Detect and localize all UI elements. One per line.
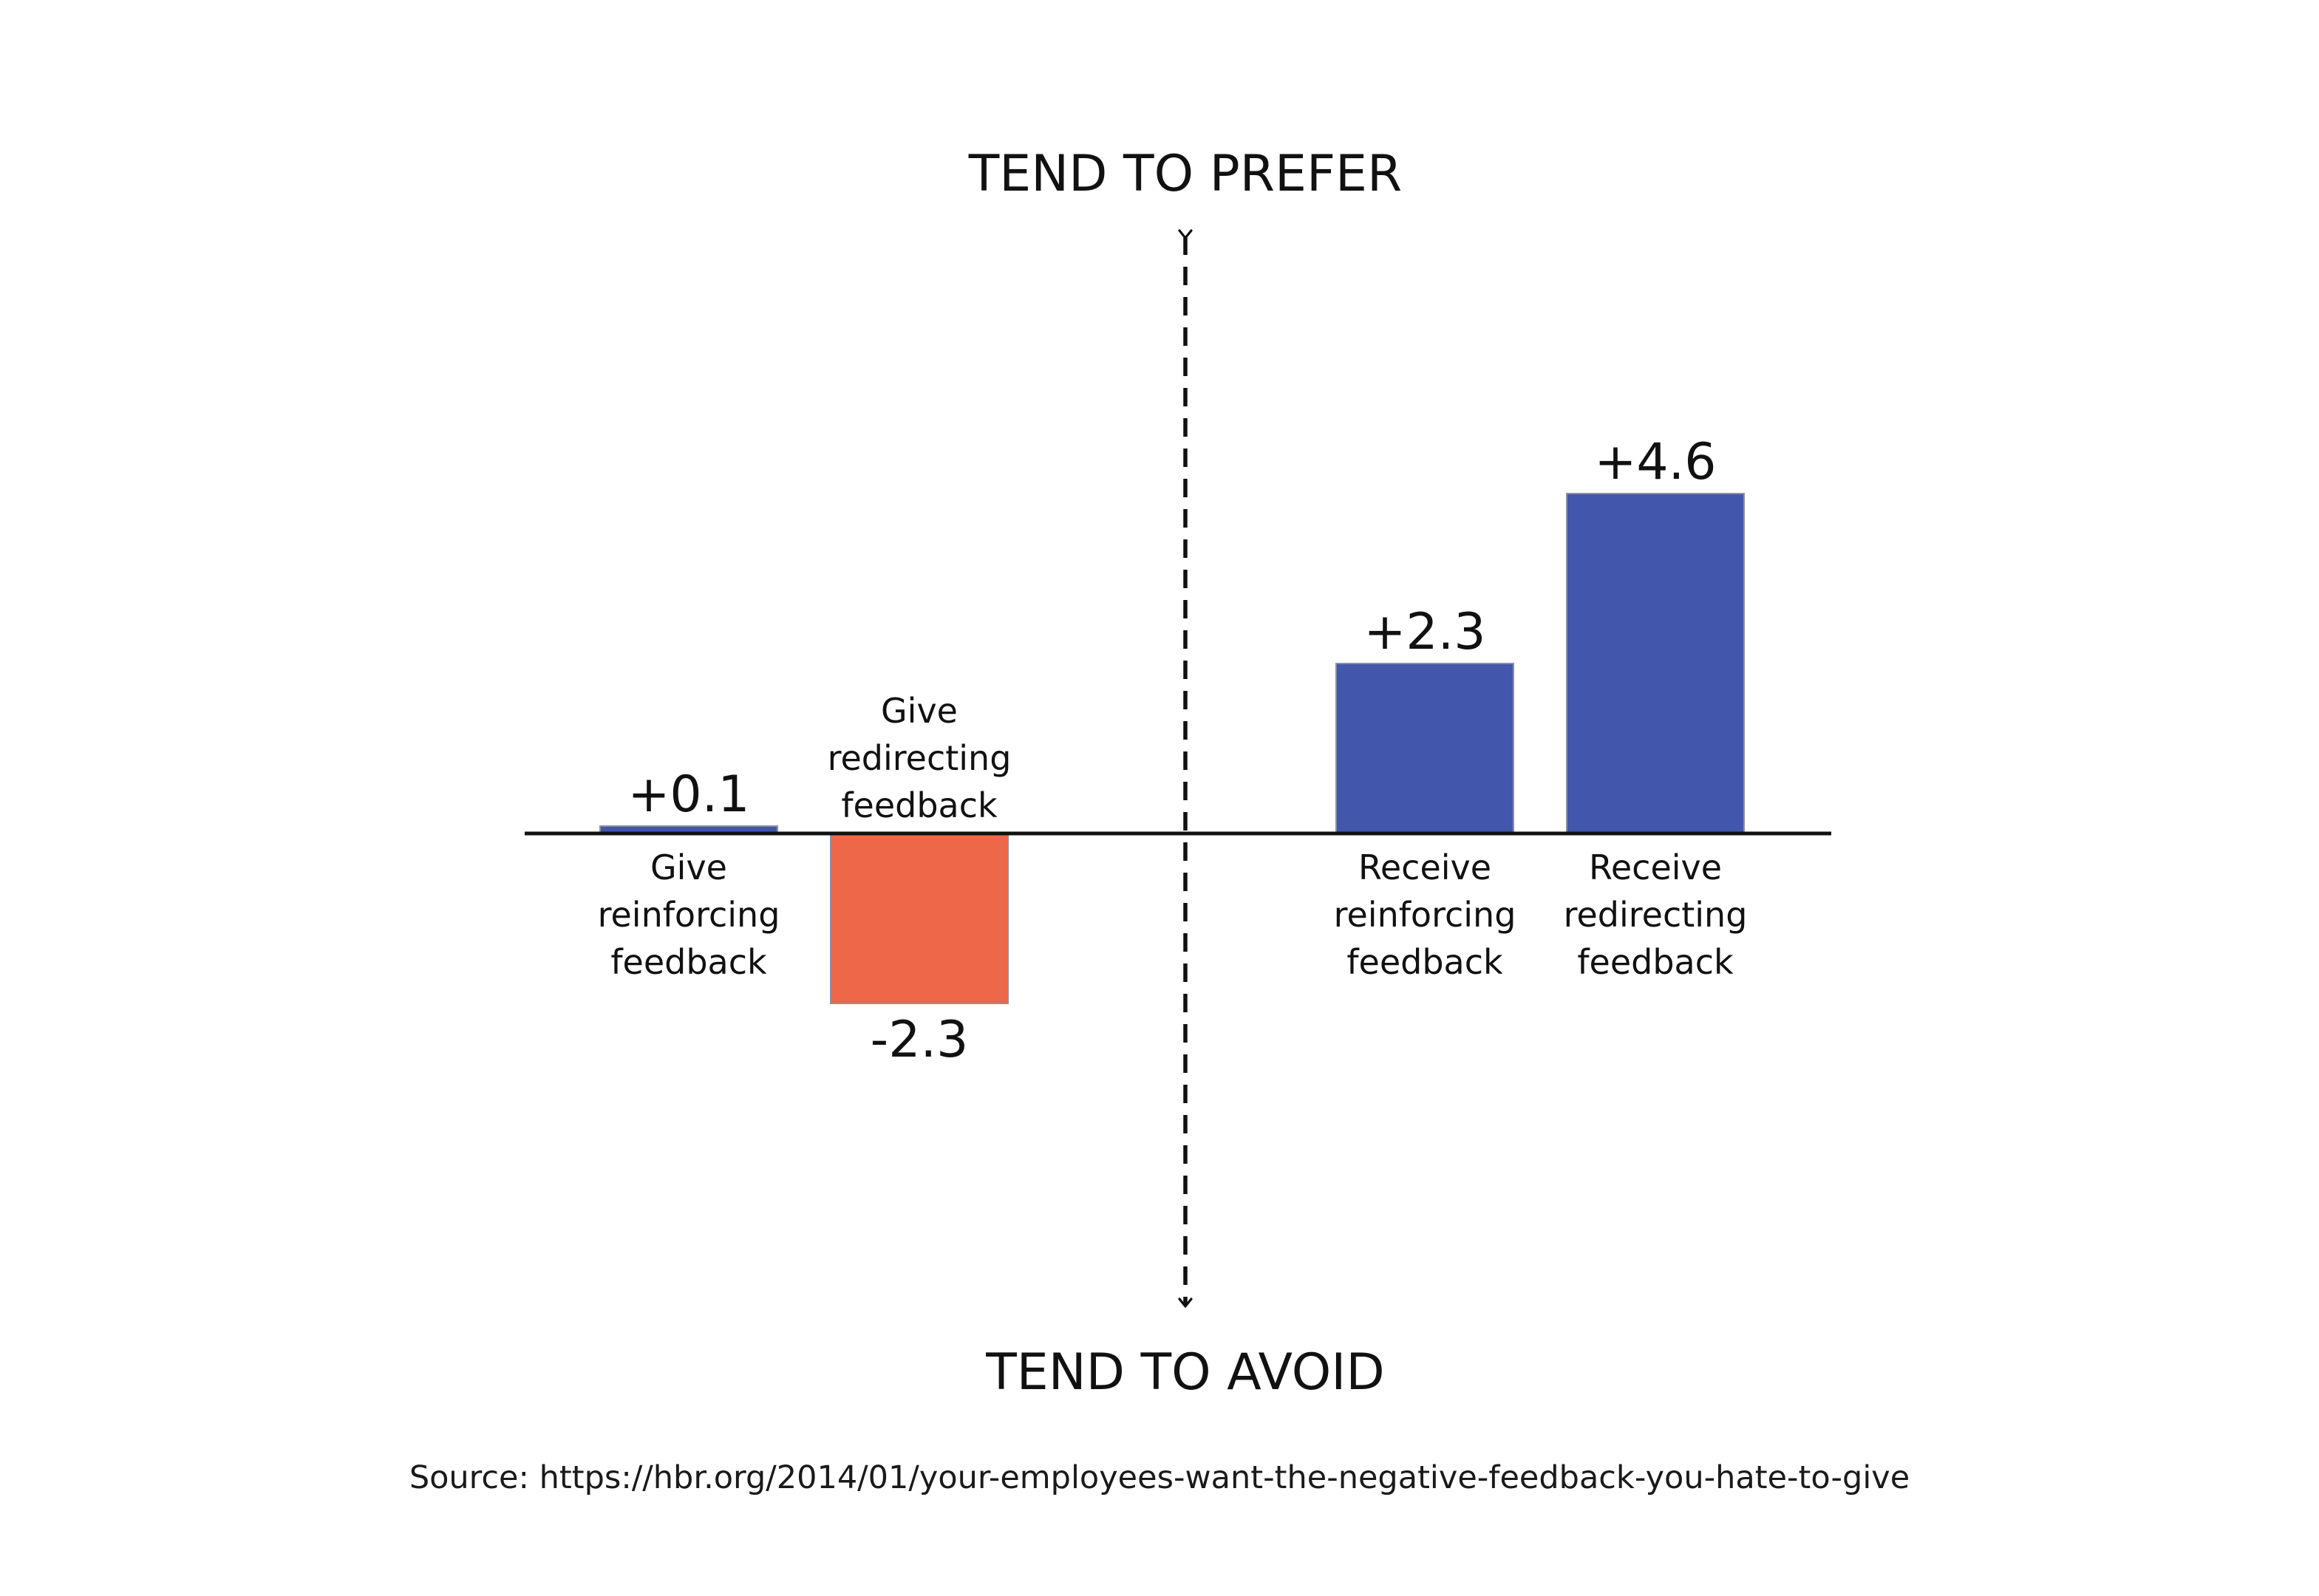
source-citation: Source: https://hbr.org/2014/01/your-emp… (409, 1459, 1910, 1496)
value-label-3: +2.3 (1363, 603, 1485, 661)
tend-to-avoid-label: TEND TO AVOID (985, 1343, 1384, 1402)
category-label-line: feedback (841, 785, 998, 825)
category-label-line: feedback (1577, 942, 1734, 982)
category-label-line: redirecting (1564, 895, 1748, 935)
value-label-1: +0.1 (627, 765, 749, 824)
tend-to-prefer-label: TEND TO PREFER (968, 145, 1403, 203)
value-label-2: -2.3 (871, 1011, 969, 1069)
category-label-line: feedback (610, 942, 767, 982)
category-label-2: Give redirecting feedback (828, 691, 1012, 825)
category-label-line: Receive (1589, 848, 1722, 887)
category-label-line: Give (650, 848, 727, 887)
category-label-line: Give (881, 691, 958, 731)
bar-2 (830, 833, 1009, 1004)
bar-3 (1335, 663, 1514, 834)
bar-4 (1566, 493, 1745, 834)
category-label-1: Give reinforcing feedback (598, 848, 780, 982)
category-label-line: redirecting (828, 738, 1012, 778)
category-label-line: reinforcing (1334, 895, 1516, 935)
category-label-line: Receive (1358, 848, 1491, 887)
category-label-line: feedback (1346, 942, 1503, 982)
category-label-line: reinforcing (598, 895, 780, 935)
value-label-4: +4.6 (1594, 433, 1716, 491)
category-label-3: Receive reinforcing feedback (1334, 848, 1516, 982)
category-label-4: Receive redirecting feedback (1564, 848, 1748, 982)
